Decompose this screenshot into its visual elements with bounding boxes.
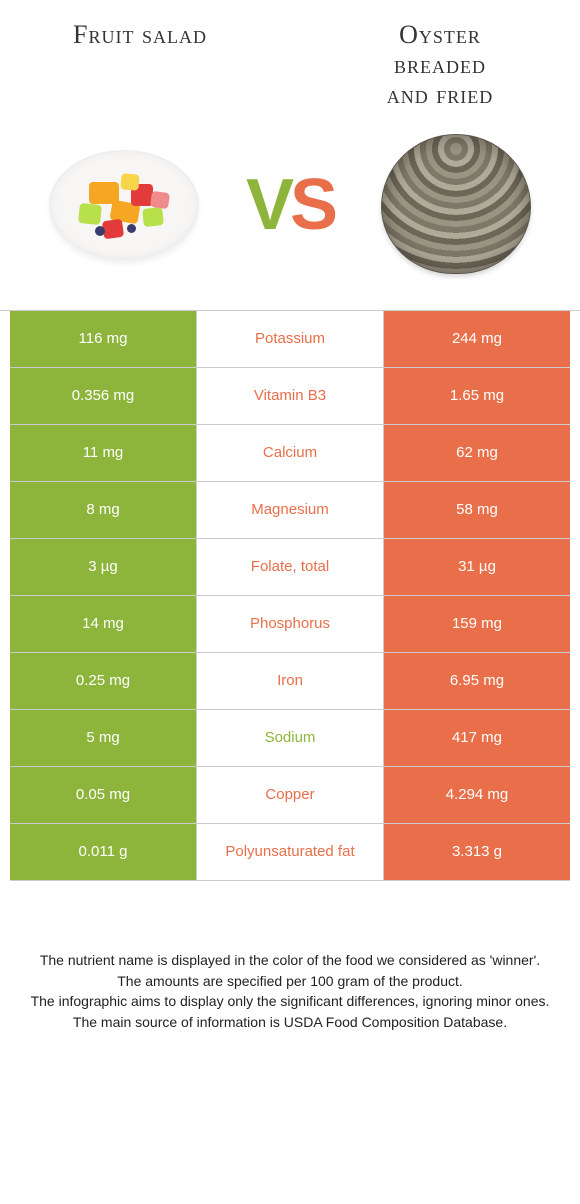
left-value: 11 mg bbox=[10, 425, 197, 481]
header: Fruit salad Oyster breaded and fried bbox=[0, 0, 580, 120]
right-value: 1.65 mg bbox=[383, 368, 570, 424]
footnote-2: The amounts are specified per 100 gram o… bbox=[30, 972, 550, 991]
right-title-line1: Oyster bbox=[399, 20, 481, 49]
nutrient-name: Copper bbox=[197, 767, 383, 823]
left-value: 0.011 g bbox=[10, 824, 197, 880]
vs-label: VS bbox=[246, 164, 334, 246]
left-value: 0.356 mg bbox=[10, 368, 197, 424]
left-value: 5 mg bbox=[10, 710, 197, 766]
table-row: 0.25 mgIron6.95 mg bbox=[10, 653, 570, 710]
nutrient-name: Vitamin B3 bbox=[197, 368, 383, 424]
right-value: 159 mg bbox=[383, 596, 570, 652]
left-food-title: Fruit salad bbox=[20, 20, 260, 50]
nutrient-name: Magnesium bbox=[197, 482, 383, 538]
left-value: 14 mg bbox=[10, 596, 197, 652]
nutrient-name: Phosphorus bbox=[197, 596, 383, 652]
nutrient-table: 116 mgPotassium244 mg0.356 mgVitamin B31… bbox=[0, 310, 580, 881]
nutrient-name: Calcium bbox=[197, 425, 383, 481]
table-row: 0.356 mgVitamin B31.65 mg bbox=[10, 368, 570, 425]
left-value: 8 mg bbox=[10, 482, 197, 538]
vs-s: S bbox=[290, 165, 334, 245]
right-title-line2: breaded bbox=[394, 50, 486, 79]
right-title-line3: and fried bbox=[387, 80, 494, 109]
right-value: 244 mg bbox=[383, 311, 570, 367]
footnote-3: The infographic aims to display only the… bbox=[30, 992, 550, 1011]
left-value: 116 mg bbox=[10, 311, 197, 367]
footnotes: The nutrient name is displayed in the co… bbox=[0, 881, 580, 1033]
right-value: 31 µg bbox=[383, 539, 570, 595]
table-row: 11 mgCalcium62 mg bbox=[10, 425, 570, 482]
left-value: 3 µg bbox=[10, 539, 197, 595]
nutrient-name: Folate, total bbox=[197, 539, 383, 595]
nutrient-name: Polyunsaturated fat bbox=[197, 824, 383, 880]
right-value: 4.294 mg bbox=[383, 767, 570, 823]
nutrient-name: Iron bbox=[197, 653, 383, 709]
oyster-image bbox=[371, 130, 541, 280]
right-value: 417 mg bbox=[383, 710, 570, 766]
table-row: 0.011 gPolyunsaturated fat3.313 g bbox=[10, 824, 570, 881]
left-value: 0.05 mg bbox=[10, 767, 197, 823]
table-row: 14 mgPhosphorus159 mg bbox=[10, 596, 570, 653]
table-row: 5 mgSodium417 mg bbox=[10, 710, 570, 767]
footnote-1: The nutrient name is displayed in the co… bbox=[30, 951, 550, 970]
table-row: 116 mgPotassium244 mg bbox=[10, 311, 570, 368]
left-value: 0.25 mg bbox=[10, 653, 197, 709]
table-row: 8 mgMagnesium58 mg bbox=[10, 482, 570, 539]
right-value: 58 mg bbox=[383, 482, 570, 538]
right-value: 6.95 mg bbox=[383, 653, 570, 709]
nutrient-name: Sodium bbox=[197, 710, 383, 766]
right-food-title: Oyster breaded and fried bbox=[320, 20, 560, 110]
right-value: 3.313 g bbox=[383, 824, 570, 880]
fruit-salad-image bbox=[39, 130, 209, 280]
nutrient-name: Potassium bbox=[197, 311, 383, 367]
table-row: 3 µgFolate, total31 µg bbox=[10, 539, 570, 596]
table-row: 0.05 mgCopper4.294 mg bbox=[10, 767, 570, 824]
vs-v: V bbox=[246, 165, 290, 245]
images-row: VS bbox=[0, 120, 580, 310]
footnote-4: The main source of information is USDA F… bbox=[30, 1013, 550, 1032]
right-value: 62 mg bbox=[383, 425, 570, 481]
